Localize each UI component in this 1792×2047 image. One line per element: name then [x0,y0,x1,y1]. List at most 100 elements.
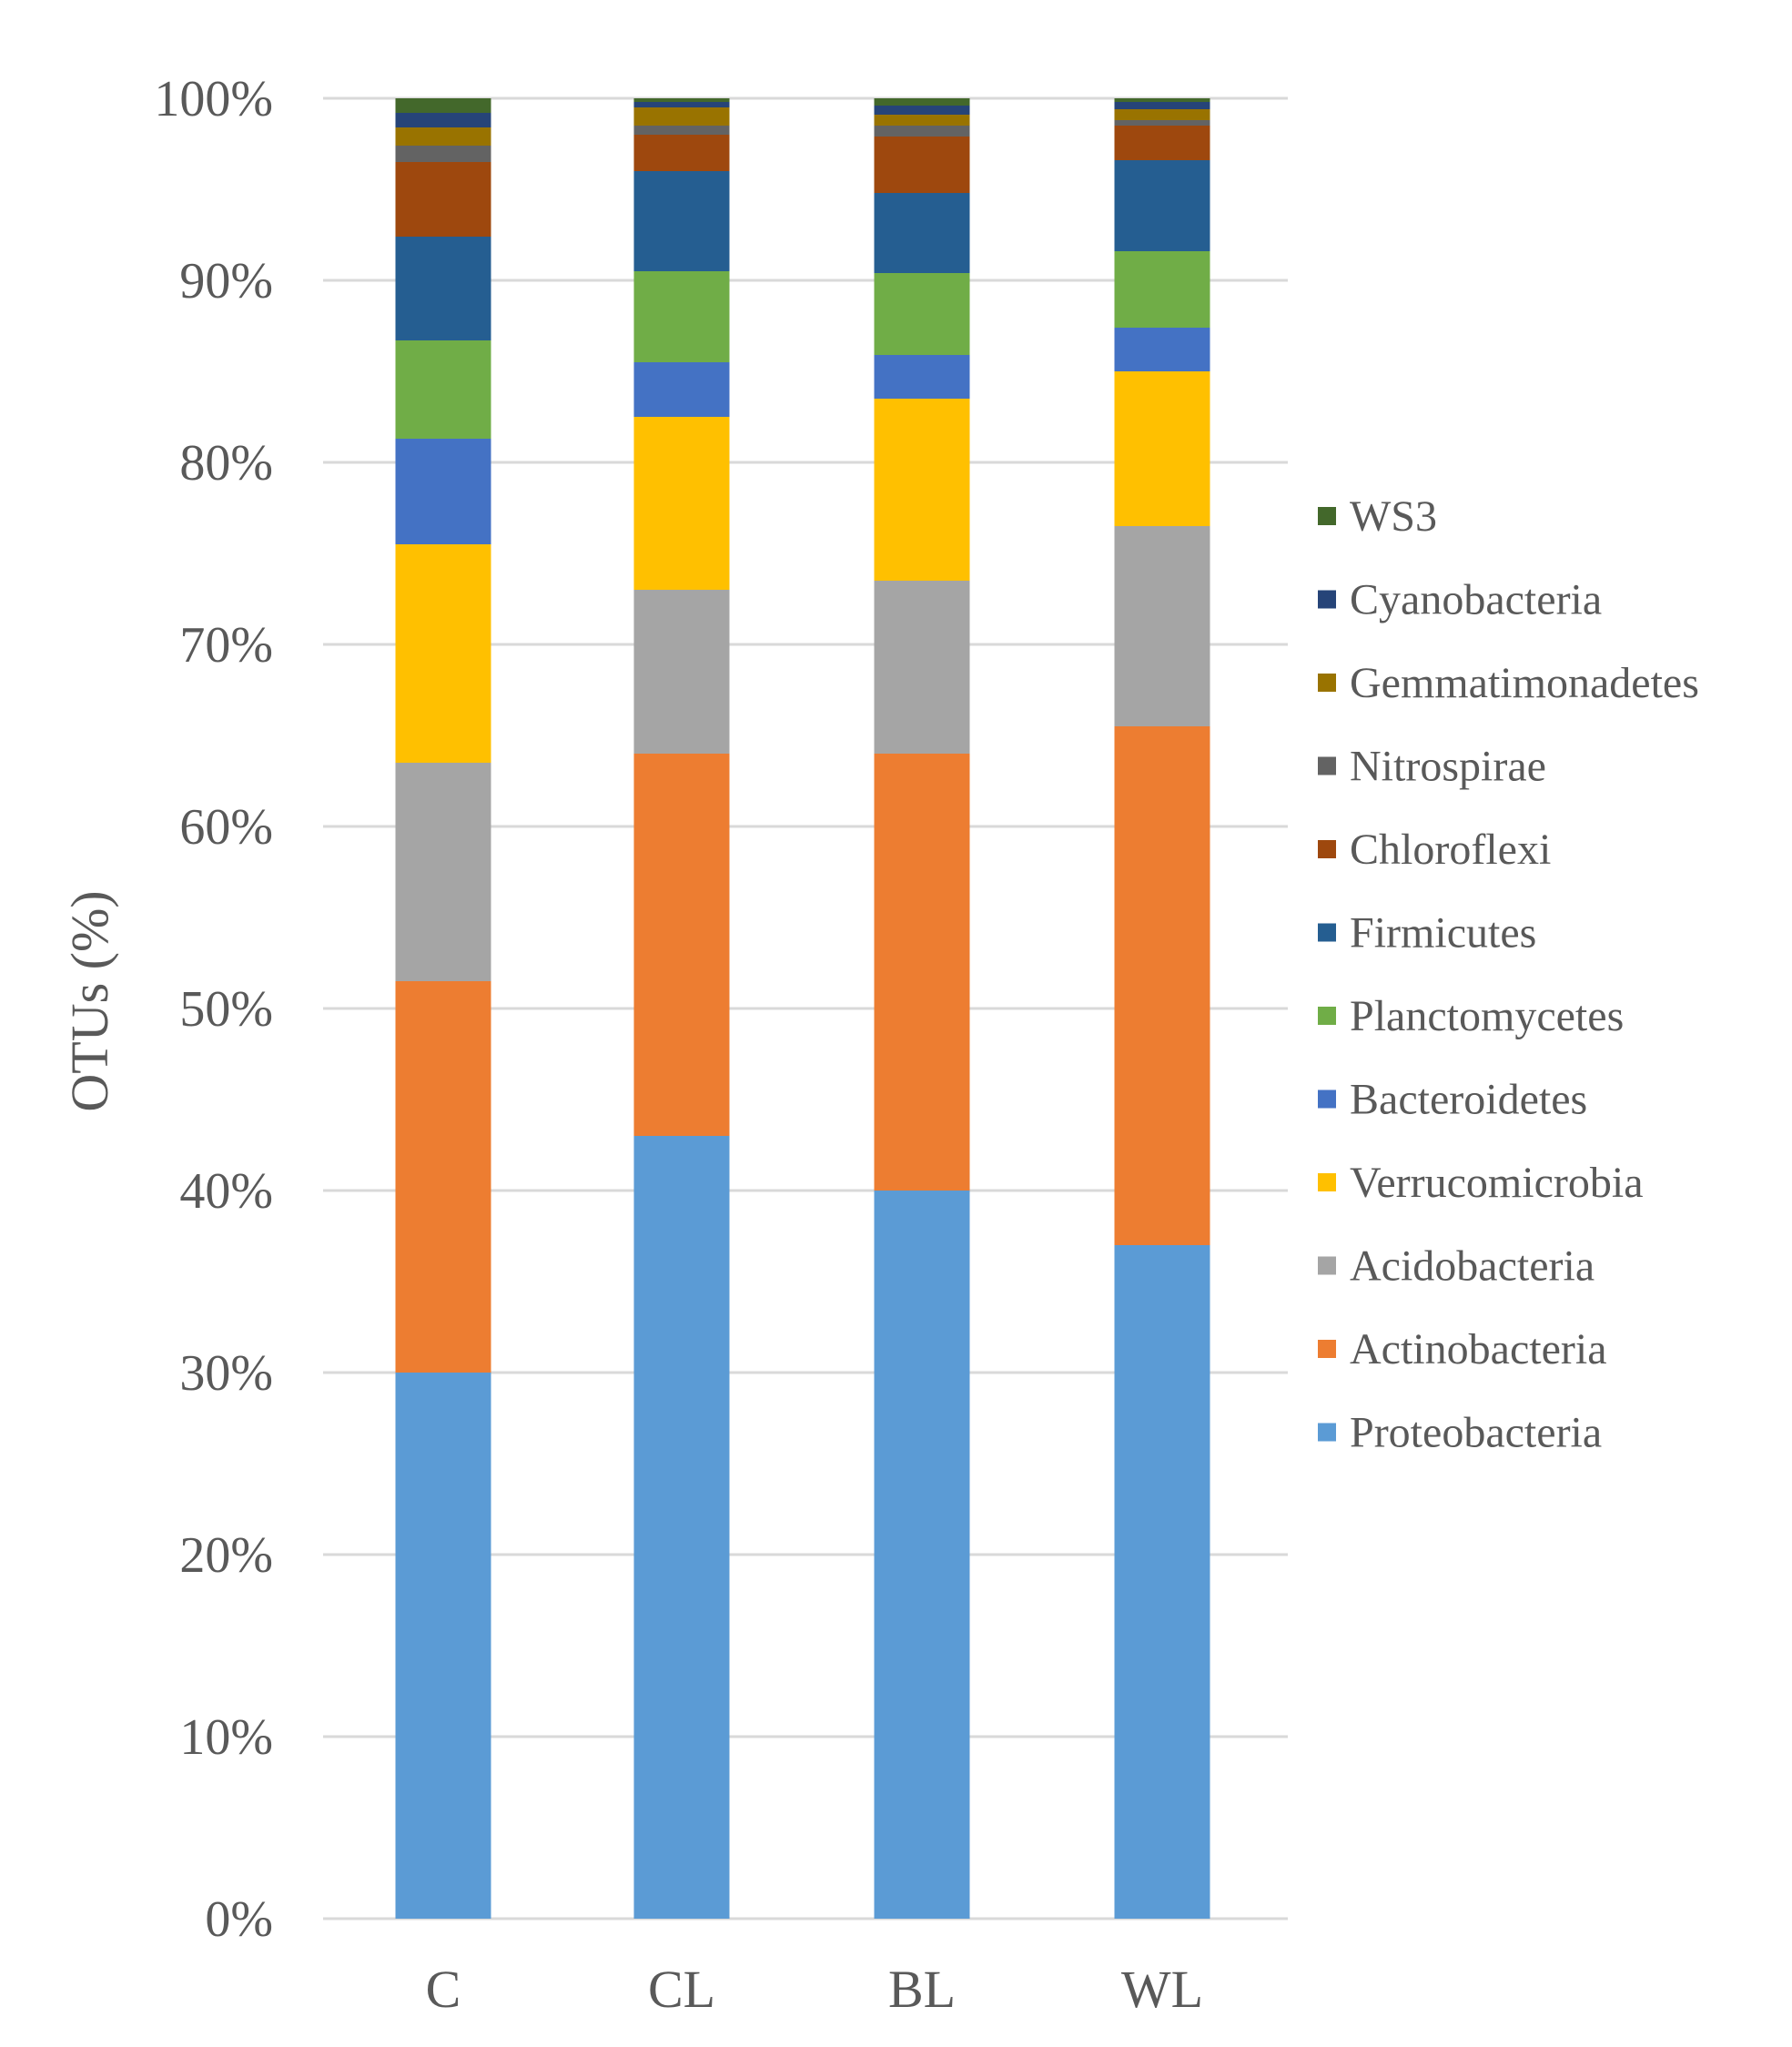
legend-item-chloroflexi[interactable]: Chloroflexi [1318,826,1551,874]
legend-swatch [1318,1423,1336,1442]
x-category-label: C [426,1960,461,2019]
bar-segment-actinobacteria-cl [633,754,730,1136]
legend-item-proteobacteria[interactable]: Proteobacteria [1318,1409,1602,1457]
y-tick-label: 10% [179,1709,273,1766]
legend-label: Actinobacteria [1350,1325,1607,1373]
bar-segment-gemmatimonadetes-bl [874,115,970,126]
bar-segment-acidobacteria-cl [633,590,730,754]
y-tick-label: 70% [179,617,273,674]
legend-item-acidobacteria[interactable]: Acidobacteria [1318,1242,1595,1291]
bar-segment-actinobacteria-wl [1114,726,1210,1245]
legend-label: Nitrospirae [1350,743,1546,791]
legend-swatch [1318,1089,1336,1109]
bar-segment-cyanobacteria-c [395,113,491,127]
legend-label: Verrucomicrobia [1350,1159,1644,1207]
x-category-label: CL [648,1960,715,2019]
bar-segment-bacteroidetes-c [395,439,491,544]
bar-segment-chloroflexi-cl [633,135,730,171]
legend[interactable]: WS3 Cyanobacteria Gemmatimonadetes Nitrospi… [1318,492,1699,1457]
bar-segment-nitrospirae-wl [1114,120,1210,126]
legend-swatch [1318,1173,1336,1191]
legend-label: Planctomycetes [1350,992,1624,1040]
legend-item-actinobacteria[interactable]: Actinobacteria [1318,1325,1607,1373]
y-tick-label: 100% [154,71,273,127]
legend-label: Acidobacteria [1350,1242,1595,1291]
bar-segment-acidobacteria-wl [1114,526,1210,726]
bar-segment-bacteroidetes-bl [874,355,970,399]
bar-segment-gemmatimonadetes-wl [1114,109,1210,120]
bar-segment-cyanobacteria-wl [1114,102,1210,109]
legend-swatch [1318,756,1336,775]
bar-segment-ws3-wl [1114,98,1210,102]
legend-label: Chloroflexi [1350,826,1551,874]
bar-segment-firmicutes-cl [633,171,730,271]
legend-item-firmicutes[interactable]: Firmicutes [1318,909,1536,958]
bar-stack-c [395,98,491,1919]
y-tick-label: 20% [179,1527,273,1584]
bar-segment-ws3-c [395,98,491,113]
legend-item-gemmatimonadetes[interactable]: Gemmatimonadetes [1318,659,1699,707]
bar-segment-proteobacteria-bl [874,1191,970,1919]
legend-label: Bacteroidetes [1350,1076,1587,1124]
y-tick-label: 50% [179,981,273,1038]
y-tick-label: 0% [205,1891,273,1948]
y-tick-label: 60% [179,799,273,856]
bar-stack-wl [1114,98,1210,1919]
legend-swatch [1318,840,1336,858]
x-axis-categories: C CL BL WL [426,1960,1203,2019]
bar-segment-gemmatimonadetes-c [395,127,491,146]
bar-segment-verrucomicrobia-bl [874,399,970,581]
y-tick-label: 90% [179,253,273,309]
legend-item-verrucomicrobia[interactable]: Verrucomicrobia [1318,1159,1644,1207]
bar-segment-acidobacteria-bl [874,581,970,754]
legend-item-nitrospirae[interactable]: Nitrospirae [1318,743,1546,791]
legend-swatch [1318,1340,1336,1358]
legend-swatch [1318,1256,1336,1275]
bar-segment-bacteroidetes-wl [1114,328,1210,371]
bar-segment-firmicutes-wl [1114,160,1210,251]
bar-segment-nitrospirae-cl [633,126,730,135]
bar-segment-planctomycetes-wl [1114,251,1210,328]
bar-segment-chloroflexi-bl [874,137,970,193]
bar-segment-nitrospirae-c [395,146,491,162]
bar-segment-nitrospirae-bl [874,126,970,137]
legend-swatch [1318,507,1336,525]
y-tick-label: 80% [179,435,273,491]
legend-swatch [1318,1007,1336,1025]
bar-segment-ws3-cl [633,98,730,102]
legend-swatch [1318,674,1336,692]
bar-segment-proteobacteria-cl [633,1136,730,1919]
legend-item-planctomycetes[interactable]: Planctomycetes [1318,992,1624,1040]
bar-segment-chloroflexi-wl [1114,126,1210,160]
bar-segment-actinobacteria-bl [874,754,970,1191]
bar-segment-cyanobacteria-cl [633,102,730,107]
bar-stack-cl [633,98,730,1919]
legend-label: WS3 [1350,492,1437,541]
bar-stack-bl [874,98,970,1919]
bar-segment-proteobacteria-c [395,1373,491,1919]
legend-label: Firmicutes [1350,909,1536,958]
bar-segment-ws3-bl [874,98,970,106]
y-axis-ticks: 0% 10% 20% 30% 40% 50% 60% 70% 80% 90% 100% [154,71,273,1948]
bar-segment-verrucomicrobia-cl [633,417,730,590]
bar-segment-bacteroidetes-cl [633,362,730,417]
y-axis-label: OTUs (%) [60,890,119,1111]
legend-label: Proteobacteria [1350,1409,1602,1457]
legend-item-bacteroidetes[interactable]: Bacteroidetes [1318,1076,1587,1124]
legend-label: Gemmatimonadetes [1350,659,1699,707]
bar-segment-planctomycetes-cl [633,271,730,362]
bars [395,98,1210,1919]
legend-item-ws3[interactable]: WS3 [1318,492,1437,541]
bar-segment-proteobacteria-wl [1114,1245,1210,1919]
bar-segment-firmicutes-c [395,237,491,340]
bar-segment-verrucomicrobia-c [395,544,491,763]
y-tick-label: 40% [179,1163,273,1220]
x-category-label: BL [888,1960,956,2019]
bar-segment-actinobacteria-c [395,981,491,1373]
bar-segment-planctomycetes-c [395,340,491,439]
legend-swatch [1318,590,1336,609]
y-tick-label: 30% [179,1345,273,1402]
legend-item-cyanobacteria[interactable]: Cyanobacteria [1318,576,1602,624]
bar-segment-planctomycetes-bl [874,273,970,355]
